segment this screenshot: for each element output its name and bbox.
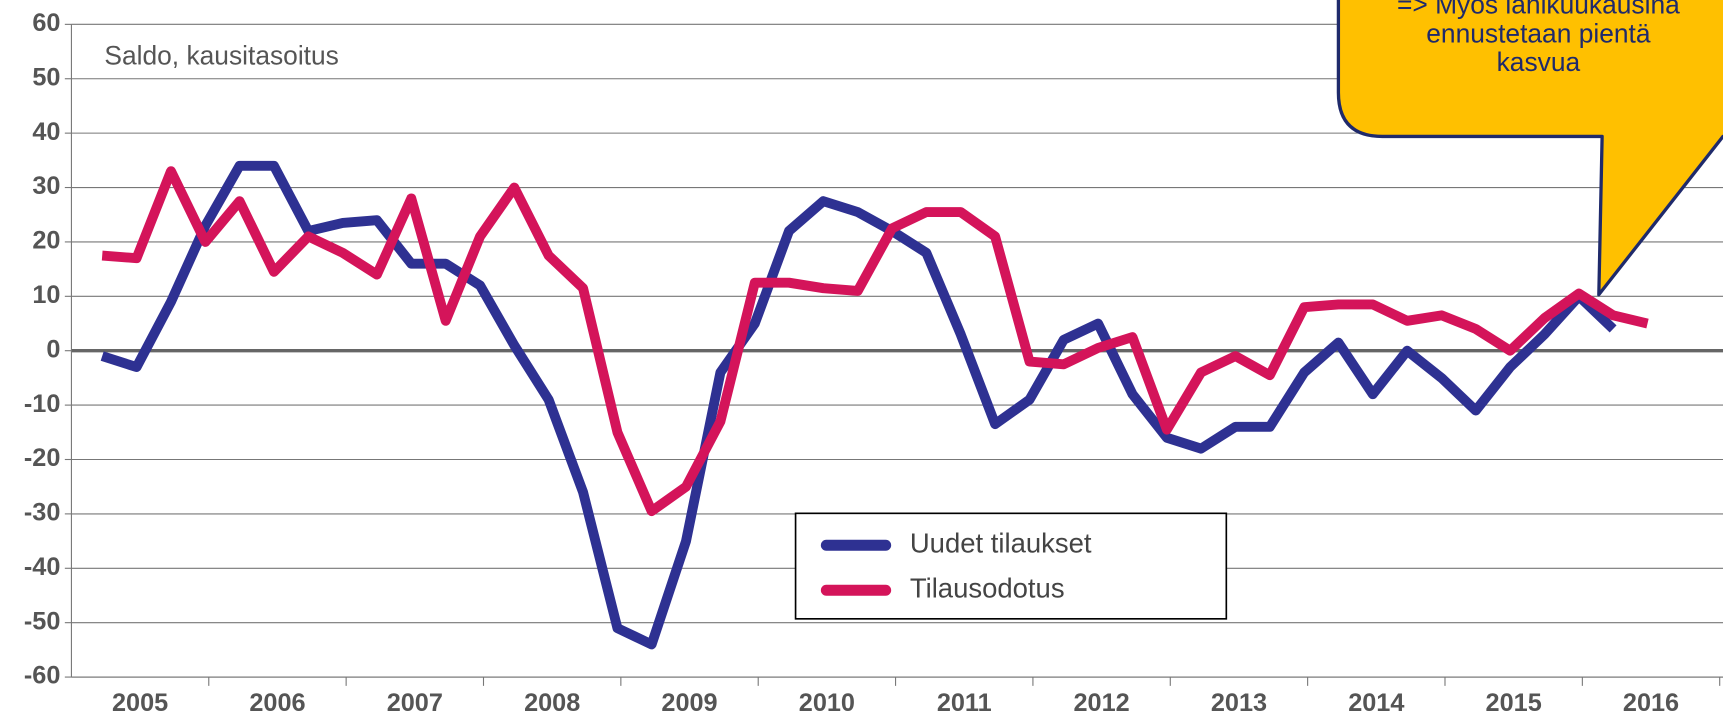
x-tick-label: 2013: [1211, 689, 1267, 717]
y-tick-label: -40: [24, 553, 61, 581]
y-tick-label: 0: [46, 335, 60, 363]
x-tick-label: 2006: [249, 689, 305, 717]
y-tick-label: 20: [32, 227, 60, 255]
legend-box: [794, 512, 1228, 620]
x-tick-label: 2010: [799, 689, 855, 717]
x-tick-label: 2008: [524, 689, 580, 717]
y-tick-label: 10: [32, 281, 60, 309]
y-tick-label: -10: [24, 390, 61, 418]
legend-label: Uudet tilaukset: [910, 527, 1092, 558]
legend-label: Tilausodotus: [910, 573, 1065, 604]
y-tick-label: -30: [24, 499, 61, 527]
x-tick-label: 2012: [1073, 689, 1129, 717]
x-tick-label: 2005: [112, 689, 168, 717]
subtitle: Saldo, kausitasoitus: [104, 40, 338, 70]
y-tick-label: 30: [32, 172, 60, 200]
x-tick-label: 2015: [1486, 689, 1542, 717]
y-tick-label: -60: [24, 662, 61, 690]
callout: [1336, 0, 1723, 297]
x-tick-label: 2014: [1348, 689, 1404, 717]
x-tick-label: 2009: [661, 689, 717, 717]
x-tick-label: 2016: [1623, 689, 1679, 717]
x-tick-label: 2007: [387, 689, 443, 717]
series-line: [100, 160, 1617, 650]
y-tick-label: 60: [32, 9, 60, 37]
y-tick-label: -50: [24, 607, 61, 635]
callout-text: kasvua: [1497, 47, 1581, 77]
callout-text: ennustetaan pientä: [1426, 18, 1651, 48]
x-tick-label: 2011: [937, 689, 992, 717]
callout-text: => Myös lähikuukausina: [1397, 0, 1680, 20]
y-tick-label: 40: [32, 118, 60, 146]
y-tick-label: -20: [24, 444, 61, 472]
y-tick-label: 50: [32, 63, 60, 91]
series-line: [101, 166, 1649, 517]
